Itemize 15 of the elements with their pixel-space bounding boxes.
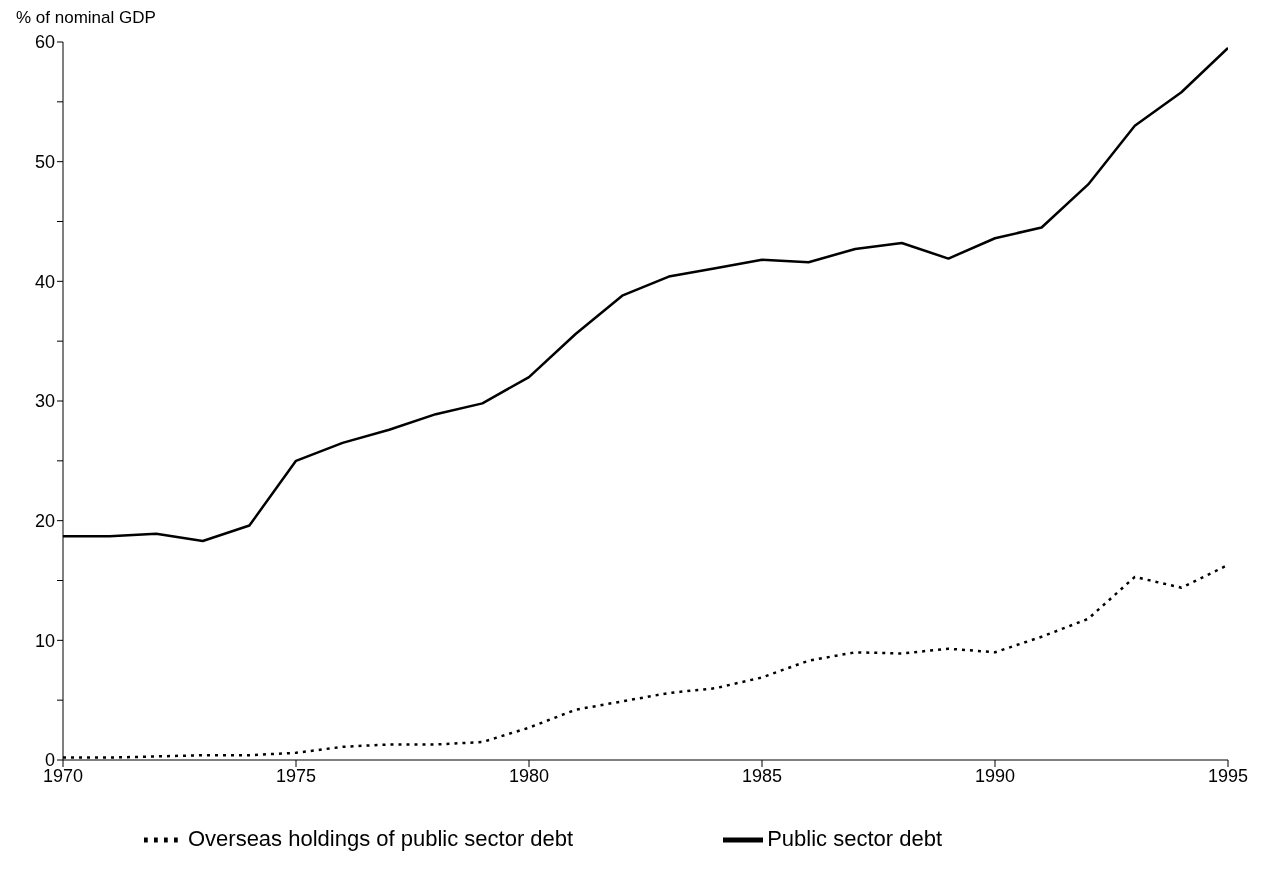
y-axis-title: % of nominal GDP [16, 8, 157, 29]
x-tick-label: 1975 [275, 765, 317, 786]
y-tick-label: 40 [34, 271, 55, 292]
y-tick-label: 10 [34, 630, 55, 651]
x-tick-label: 1990 [974, 765, 1016, 786]
y-tick-label: 60 [34, 32, 55, 53]
y-tick-label: 20 [34, 511, 55, 532]
y-tick-label: 30 [34, 391, 55, 412]
x-tick-label: 1970 [42, 765, 84, 786]
y-tick-label: 50 [34, 152, 55, 173]
legend-label: Overseas holdings of public sector debt [187, 825, 574, 851]
x-tick-label: 1980 [508, 765, 550, 786]
x-tick-label: 1985 [741, 765, 783, 786]
x-tick-label: 1995 [1207, 765, 1249, 786]
legend-label: Public sector debt [767, 825, 943, 851]
